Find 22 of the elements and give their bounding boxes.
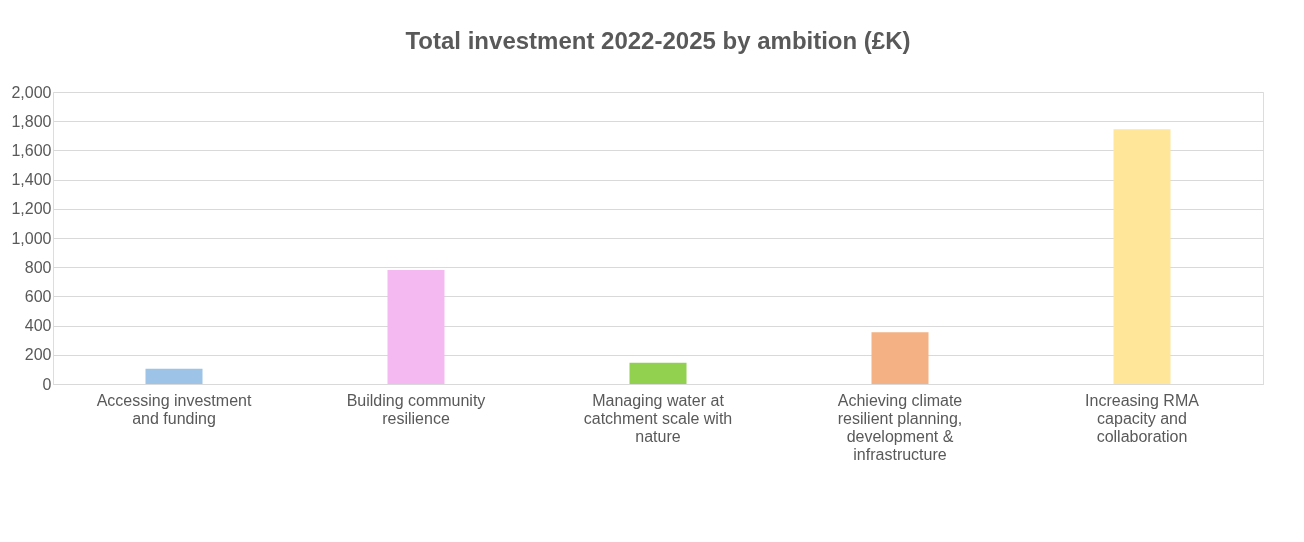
- y-tick-label: 2,000: [11, 83, 52, 101]
- y-tick-label: 200: [24, 346, 52, 364]
- bar: [871, 332, 929, 384]
- x-tick-label: Building community resilience: [346, 391, 486, 427]
- x-tick-label: Managing water at catchment scale with nature: [583, 391, 733, 445]
- y-tick-label: 1,200: [11, 200, 52, 218]
- x-tick-label: Achieving climate resilient planning, development & infrastructure: [837, 391, 963, 463]
- y-tick-label: 0: [42, 375, 52, 393]
- chart-title: Total investment 2022-2025 by ambition (£K): [405, 27, 911, 54]
- y-tick-label: 600: [24, 287, 52, 305]
- y-tick-label: 800: [24, 258, 52, 276]
- x-tick-label: Increasing RMA capacity and collaboration: [1085, 391, 1200, 445]
- y-tick-label: 400: [24, 317, 52, 335]
- y-tick-label: 1,400: [11, 171, 52, 189]
- y-tick-label: 1,000: [11, 229, 52, 247]
- bar: [1113, 129, 1171, 384]
- bar: [145, 368, 203, 384]
- y-tick-label: 1,800: [11, 112, 52, 130]
- x-tick-label: Accessing investment and funding: [96, 391, 252, 427]
- y-tick-label: 1,600: [11, 141, 52, 159]
- bar: [629, 362, 687, 384]
- bar: [387, 270, 445, 384]
